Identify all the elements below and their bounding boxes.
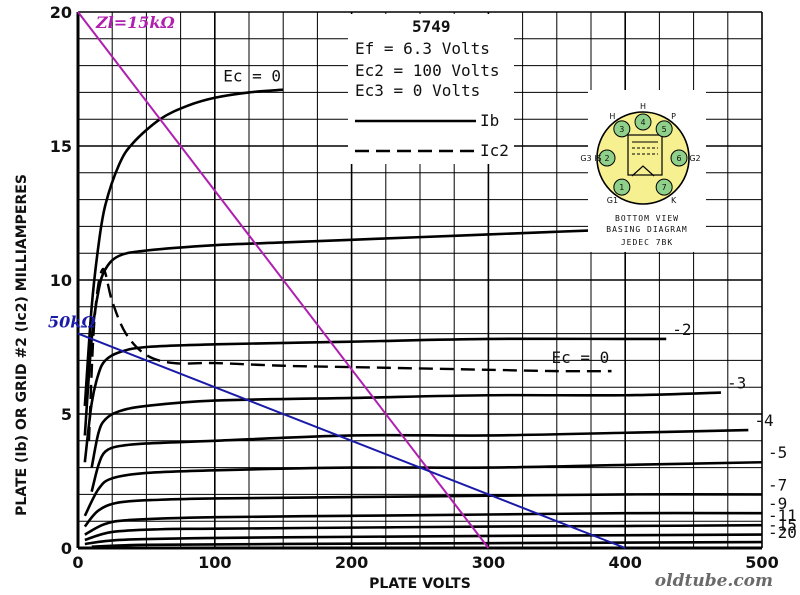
pin-number: 3 [619, 125, 624, 134]
pin-number: 5 [662, 125, 667, 134]
pin-circle [598, 149, 616, 167]
load-lines: Zl=15kΩ 50kΩ [48, 11, 626, 549]
condition-ec2: Ec2 = 100 Volts [355, 61, 500, 80]
x-tick-label: 400 [608, 553, 641, 572]
legend-label-ic2: Ic2 [480, 141, 509, 160]
pin-circle [655, 178, 673, 196]
series-curve [83, 493, 763, 528]
series-curve [84, 533, 763, 546]
curve-label: -7 [768, 475, 787, 494]
curve-label: Ec = 0 [223, 67, 281, 86]
curve-label: -5 [768, 443, 787, 462]
electrode-structure-icon [627, 134, 663, 177]
pin-label: P [671, 112, 676, 121]
x-tick-label: 200 [335, 553, 368, 572]
x-tick-label: 100 [198, 553, 231, 572]
y-tick-label: 0 [61, 539, 72, 558]
series-curve [90, 428, 749, 493]
basing-title-line2: BASING DIAGRAM [606, 225, 687, 234]
load-line [77, 332, 626, 549]
pin-label: H [640, 102, 646, 111]
curve-label: Ec = 0 [552, 348, 610, 367]
pin-label: K [671, 196, 677, 205]
series-curve [87, 268, 612, 441]
series-curve [91, 540, 763, 548]
x-tick-label: 0 [72, 553, 83, 572]
load-line-label: Zl=15kΩ [95, 13, 176, 32]
pin-label: G3 IS [580, 154, 601, 163]
pin-label: G1 [607, 196, 618, 205]
series-curve [83, 337, 667, 463]
legend-label-ib: Ib [480, 111, 499, 130]
y-tick-label: 5 [61, 405, 72, 424]
load-line-label: 50kΩ [48, 313, 96, 332]
series-curve [84, 511, 763, 536]
x-tick-label: 500 [745, 553, 778, 572]
series-curve [83, 460, 763, 517]
pin-circle [670, 149, 688, 167]
pin-number: 2 [604, 154, 609, 163]
y-tick-label: 20 [50, 3, 72, 22]
x-axis-label: PLATE VOLTS [369, 576, 471, 592]
plot-curves [83, 88, 763, 548]
x-tick-label: 300 [472, 553, 505, 572]
y-tick-label: 10 [50, 271, 72, 290]
pin-number: 1 [619, 183, 624, 192]
curve-label: -15 [768, 516, 797, 535]
pin-label: H [609, 112, 615, 121]
curve-label: -20 [768, 523, 797, 542]
curve-label: -9 [768, 494, 787, 513]
series-curve [90, 391, 721, 468]
curve-label: -11 [768, 506, 797, 525]
legend: 5749 Ef = 6.3 Volts Ec2 = 100 Volts Ec3 … [348, 14, 514, 164]
series-curve [83, 88, 284, 407]
y-axis-label: PLATE (Ib) OR GRID #2 (Ic2) MILLIAMPERES [14, 174, 30, 516]
curve-label: -4 [754, 411, 773, 430]
pin-number: 6 [676, 154, 681, 163]
condition-ef: Ef = 6.3 Volts [355, 39, 490, 58]
pin-label: G2 [689, 154, 700, 163]
chart-title: 5749 [412, 17, 451, 36]
pin-number: 7 [662, 183, 667, 192]
pin-circle [655, 120, 673, 138]
pin-number: 4 [640, 118, 645, 127]
load-line [77, 11, 490, 549]
series-curve [84, 523, 763, 542]
pin-circle [613, 120, 631, 138]
curve-label: -3 [727, 374, 746, 393]
watermark: oldtube.com [655, 571, 773, 591]
basing-title-line3: JEDEC 7BK [621, 238, 673, 247]
basing-title-line1: BOTTOM VIEW [615, 214, 679, 223]
curve-label: -2 [672, 320, 691, 339]
y-tick-label: 15 [50, 137, 72, 156]
pin-circle [613, 178, 631, 196]
pin-circle [634, 113, 652, 131]
condition-ec3: Ec3 = 0 Volts [355, 81, 480, 100]
chart-axes [76, 12, 762, 550]
